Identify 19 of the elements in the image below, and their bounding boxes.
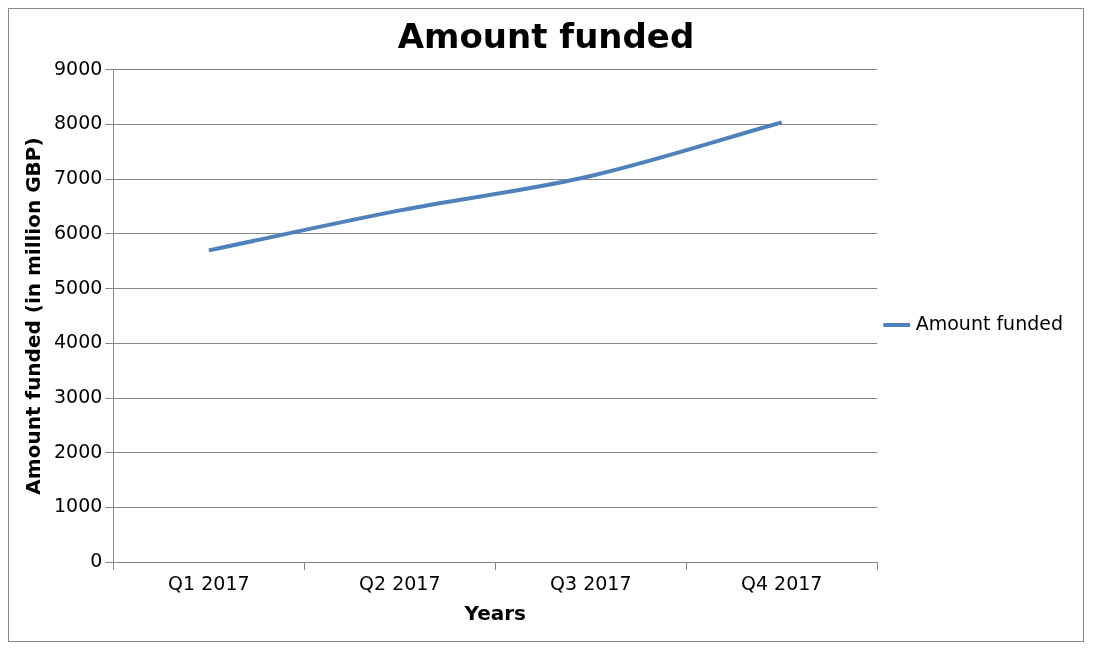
y-axis-title: Amount funded (in million GBP) bbox=[21, 137, 46, 495]
y-tick-label: 0 bbox=[90, 549, 103, 572]
x-tick-label: Q4 2017 bbox=[741, 571, 823, 594]
x-tick-label: Q2 2017 bbox=[359, 571, 441, 594]
y-tick-label: 8000 bbox=[53, 111, 103, 134]
y-tick-label: 3000 bbox=[53, 385, 103, 407]
x-tick-label: Q1 2017 bbox=[168, 571, 250, 594]
x-tick-label: Q3 2017 bbox=[550, 571, 632, 594]
y-tick-label: 1000 bbox=[53, 494, 103, 517]
y-tick-label: 6000 bbox=[53, 220, 103, 243]
y-tick-label: 4000 bbox=[53, 330, 103, 353]
y-tick-label: 9000 bbox=[53, 56, 103, 79]
y-tick-label: 2000 bbox=[53, 439, 103, 462]
line-series bbox=[206, 120, 784, 253]
x-axis-title: Years bbox=[463, 601, 527, 626]
legend-label: Amount funded bbox=[915, 311, 1064, 334]
chart-title: Amount funded bbox=[397, 16, 695, 57]
y-tick-label: 5000 bbox=[53, 275, 103, 298]
y-tick-label: 7000 bbox=[53, 166, 103, 189]
